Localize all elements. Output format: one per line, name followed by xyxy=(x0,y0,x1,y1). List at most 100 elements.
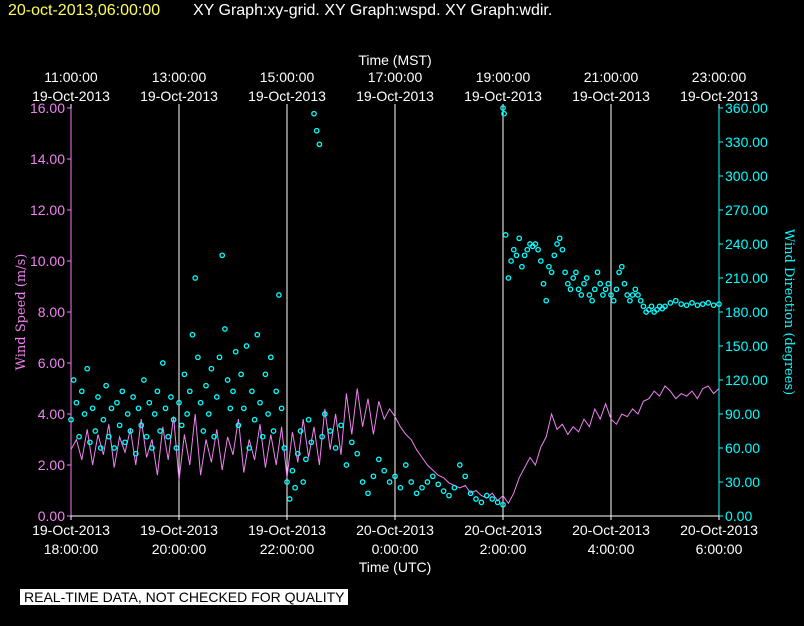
wdir-point xyxy=(111,445,118,451)
wdir-point xyxy=(627,297,633,304)
x-bottom-tick-date: 20-Oct-2013 xyxy=(464,522,542,538)
wdir-point xyxy=(303,456,309,463)
wdir-point xyxy=(672,297,679,304)
wdir-point xyxy=(224,377,231,383)
wdir-point xyxy=(300,479,307,485)
wdir-point xyxy=(467,490,474,497)
wdir-point xyxy=(429,473,436,480)
wdir-point xyxy=(365,490,371,497)
y-right-tick-label: 30.00 xyxy=(725,474,760,490)
y-right-tick-label: 270.00 xyxy=(725,202,768,218)
wdir-point xyxy=(195,354,201,361)
wdir-point xyxy=(710,302,717,309)
wdir-point xyxy=(381,467,388,474)
wdir-point xyxy=(505,275,512,281)
y-axis-left-label: Wind Speed (m/s) xyxy=(14,254,29,371)
wdir-point xyxy=(192,275,199,281)
y-left-tick-label: 2.00 xyxy=(38,457,65,473)
x-bottom-tick-date: 19-Oct-2013 xyxy=(140,522,218,538)
wdir-point xyxy=(313,127,320,134)
wdir-point xyxy=(375,456,382,463)
wdir-point xyxy=(203,382,209,389)
wdir-point xyxy=(624,292,631,298)
wdir-point xyxy=(559,246,566,253)
wdir-point xyxy=(267,354,274,361)
wdir-point xyxy=(524,246,531,253)
y-left-tick-label: 0.00 xyxy=(38,508,65,524)
wdir-point xyxy=(273,388,280,395)
y-right-tick-label: 60.00 xyxy=(725,440,760,456)
wdir-point xyxy=(610,297,617,304)
wdir-point xyxy=(589,297,595,304)
wdir-point xyxy=(265,411,271,417)
wdir-point xyxy=(521,252,528,259)
x-bottom-tick-date: 20-Oct-2013 xyxy=(356,522,434,538)
wdir-point xyxy=(176,399,182,406)
x-bottom-tick-time: 20:00:00 xyxy=(152,541,207,557)
wdir-point xyxy=(397,484,404,491)
wdir-point xyxy=(138,422,145,429)
wdir-point xyxy=(305,416,312,423)
wdir-point xyxy=(284,479,290,485)
x-top-tick-date: 19-Oct-2013 xyxy=(356,88,434,104)
wdir-point xyxy=(548,269,555,276)
wdir-point xyxy=(114,399,120,406)
wdir-point xyxy=(165,433,172,440)
wdir-point xyxy=(332,445,339,451)
y-right-tick-label: 90.00 xyxy=(725,406,760,422)
x-top-tick-time: 13:00:00 xyxy=(152,69,207,85)
wdir-point xyxy=(294,450,301,457)
wdir-point xyxy=(597,280,604,287)
wdir-point xyxy=(276,292,282,298)
wdir-point xyxy=(370,473,377,480)
wdir-point xyxy=(540,280,547,287)
x-bottom-tick-time: 22:00:00 xyxy=(260,541,315,557)
y-left-tick-label: 14.00 xyxy=(30,151,65,167)
wdir-point xyxy=(629,292,636,298)
wdir-point xyxy=(575,286,582,293)
x-bottom-tick-time: 18:00:00 xyxy=(44,541,99,557)
wdir-point xyxy=(500,105,506,111)
wdir-point xyxy=(151,411,158,417)
wdir-point xyxy=(556,235,563,242)
wdir-point xyxy=(249,388,255,395)
y-right-tick-label: 180.00 xyxy=(725,304,768,320)
x-bottom-tick-date: 19-Oct-2013 xyxy=(32,522,110,538)
wdir-point xyxy=(578,292,585,298)
wdir-point xyxy=(184,411,190,417)
wdir-point xyxy=(508,258,514,264)
wdir-point xyxy=(602,286,609,293)
wdir-point xyxy=(489,496,496,502)
series-wspd xyxy=(70,385,720,505)
wdir-point xyxy=(219,252,226,259)
wdir-point xyxy=(97,445,104,451)
wdir-point xyxy=(78,388,85,395)
wdir-point xyxy=(654,306,660,313)
wdir-point xyxy=(95,394,101,400)
x-bottom-tick-time: 6:00:00 xyxy=(696,541,743,557)
wdir-point xyxy=(494,499,501,506)
wdir-point xyxy=(632,286,639,293)
y-right-tick-label: 330.00 xyxy=(725,134,768,150)
wdir-point xyxy=(259,433,266,440)
wdir-point xyxy=(178,422,185,429)
wdir-point xyxy=(232,348,239,355)
wdir-point xyxy=(238,371,244,378)
x-bottom-tick-time: 0:00:00 xyxy=(372,541,419,557)
wdir-point xyxy=(483,492,490,499)
wdir-point xyxy=(135,405,142,412)
x-axis-bottom-label: Time (UTC) xyxy=(359,559,432,575)
wdir-point xyxy=(501,110,507,117)
wdir-point xyxy=(354,450,361,457)
wdir-point xyxy=(278,405,285,412)
wdir-point xyxy=(292,484,298,491)
x-top-tick-date: 19-Oct-2013 xyxy=(680,88,758,104)
wdir-point xyxy=(149,445,155,451)
wdir-point xyxy=(270,428,277,434)
wdir-point xyxy=(546,263,552,270)
y-right-tick-label: 210.00 xyxy=(725,270,768,286)
wdir-point xyxy=(297,428,304,434)
wdir-point xyxy=(640,303,647,310)
wdir-point xyxy=(667,300,674,306)
wdir-point xyxy=(243,343,250,349)
